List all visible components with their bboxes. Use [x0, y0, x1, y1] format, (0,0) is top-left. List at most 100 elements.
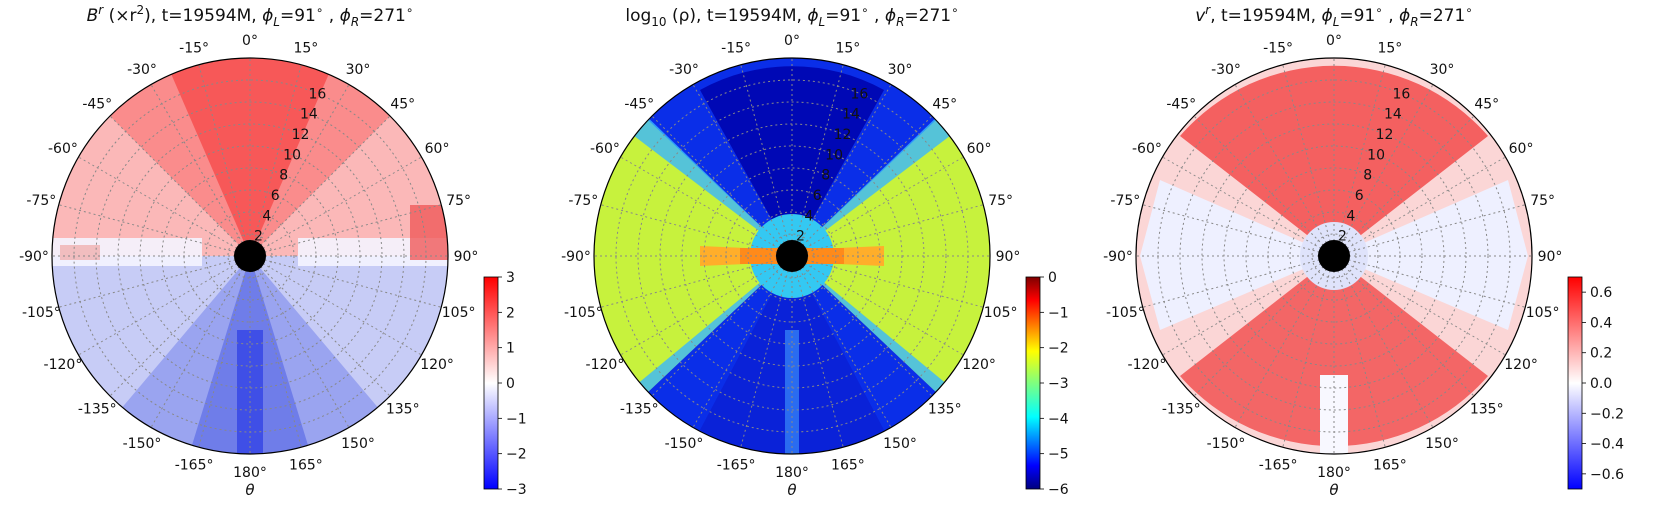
panel-br-theta-tick-20: -60° [48, 141, 78, 157]
panel-br-r-tick-1: 4 [262, 208, 271, 224]
panel-br-theta-grid-17 [58, 255, 251, 308]
panel-vr-grid [1136, 58, 1532, 454]
panel-vr-r-tick-6: 14 [1384, 107, 1402, 123]
panel-rho-r-grid-1 [747, 211, 837, 301]
panel-vr-theta-grid-11 [1333, 255, 1386, 448]
panel-rho-theta-tick-19: -75° [568, 193, 598, 209]
panel-vr-r-tick-3: 8 [1363, 168, 1372, 184]
panel-rho-r-grid-3 [703, 167, 881, 345]
panel-rho-r-tick-4: 10 [825, 147, 843, 163]
panel-br-r-grid-6 [95, 101, 405, 411]
panel-br-r-tick-5: 12 [292, 127, 310, 143]
panel-vr-theta-tick-2: 30° [1430, 62, 1455, 78]
panel-rho-theta-tick-5: 75° [988, 193, 1013, 209]
panel-br-theta-tick-11: 165° [289, 458, 323, 474]
panel-vr-theta-grid-14 [1234, 255, 1335, 428]
panel-rho-colorbar: 0 −1 −2 −3 −4 −5 −6 [1025, 270, 1069, 498]
panel-vr: vr, t=19594M, ϕL=91∘ , ϕR=271∘ 0° 15° 30° 4… [1103, 3, 1624, 499]
panel-br-theta-grid-8 [249, 255, 422, 356]
panel-br-r-tick-3: 8 [279, 168, 288, 184]
panel-rho-theta-grid-4 [791, 156, 964, 257]
panel-br-r-tick-0: 2 [254, 229, 263, 245]
panel-br-theta-grid-5 [249, 204, 442, 257]
panel-rho-r-tick-6: 14 [842, 107, 860, 123]
panel-rho-theta-tick-9: 135° [928, 402, 962, 418]
panel-rho-r-ticks: 2 46 8 10 12 14 16 [796, 86, 868, 244]
panel-rho-theta-grid-22 [692, 84, 793, 257]
panel-br-theta-tick-13: -165° [175, 458, 214, 474]
panel-br-r-grid-3 [161, 167, 339, 345]
panel-vr-colorbar-tick-3: 0.0 [1590, 376, 1612, 392]
panel-br-theta-grid-3 [249, 115, 391, 257]
panel-rho-colorbar-tick-5: −5 [1048, 447, 1069, 463]
panel-rho-theta-tick-1: 15° [835, 40, 860, 56]
panel-vr-colorbar-tick-4: −0.2 [1590, 406, 1624, 422]
panel-br-theta-tick-16: -120° [44, 357, 83, 373]
panel-br-theta-tick-12: 180° [233, 465, 267, 481]
panel-vr-theta-grid-13 [1282, 255, 1335, 448]
panel-vr-theta-tick-16: -120° [1128, 357, 1167, 373]
panel-rho-theta-tick-18: -90° [561, 249, 591, 265]
panel-rho-theta-grid-19 [600, 204, 793, 257]
panel-vr-colorbar: 0.6 0.4 0.2 0.0 −0.2 −0.4 −0.6 [1567, 276, 1624, 490]
panel-rho-theta-tick-0: 0° [784, 33, 800, 49]
panel-br-theta-grid-4 [249, 156, 422, 257]
panel-rho-theta-grid-1 [791, 64, 844, 257]
panel-rho-theta-grid-8 [791, 255, 964, 356]
panel-vr-theta-tick-14: -150° [1207, 436, 1246, 452]
panel-rho-theta-tick-10: 150° [883, 436, 917, 452]
panel-br-theta-tick-18: -90° [19, 249, 49, 265]
panel-br-theta-tick-4: 60° [425, 141, 450, 157]
panel-br-theta-tick-9: 135° [386, 402, 420, 418]
panel-br-colorbar-tick-3: 0 [506, 376, 515, 392]
panel-rho-theta-grid-16 [620, 255, 793, 356]
panel-vr-theta-grid-10 [1333, 255, 1434, 428]
panel-br-theta-tick-1: 15° [293, 40, 318, 56]
panel-vr-r-tick-1: 4 [1346, 208, 1355, 224]
panel-br-theta-grid-19 [58, 204, 251, 257]
panel-br-theta-grid-16 [78, 255, 251, 356]
panel-rho-theta-grid-5 [791, 204, 984, 257]
panel-rho-theta-tick-23: -15° [721, 40, 751, 56]
panel-rho-theta-tick-6: 90° [996, 249, 1021, 265]
panel-vr-r-tick-2: 6 [1355, 188, 1364, 204]
panel-br-theta-tick-22: -30° [127, 62, 157, 78]
panel-rho-title: log10 (ρ), t=19594M, ϕL=91∘ , ϕR=271∘ [625, 3, 958, 29]
panel-rho-colorbar-scale [1025, 276, 1041, 490]
panel-rho-theta-tick-11: 165° [831, 458, 865, 474]
panel-rho-colorbar-tick-2: −2 [1048, 341, 1069, 357]
panel-rho-colorbar-tick-3: −3 [1048, 376, 1069, 392]
panel-rho-r-tick-1: 4 [804, 208, 813, 224]
panel-vr-colorbar-tick-6: −0.6 [1590, 467, 1624, 483]
panel-br-theta-tick-5: 75° [446, 193, 471, 209]
panel-rho-grid [594, 58, 990, 454]
panel-rho-theta-tick-14: -150° [665, 436, 704, 452]
panel-rho-theta-grid-10 [791, 255, 892, 428]
panel-vr-r-grid-6 [1179, 101, 1489, 411]
panel-vr-theta-tick-19: -75° [1110, 193, 1140, 209]
panel-rho-theta-tick-8: 120° [962, 357, 996, 373]
panel-rho-theta-tick-12: 180° [775, 465, 809, 481]
panel-vr-r-ticks: 2 46 8 10 12 14 16 [1338, 86, 1410, 244]
panel-vr-theta-grid-2 [1333, 84, 1434, 257]
panel-br-title: Br (×r2), t=19594M, ϕL=91∘ , ϕR=271∘ [87, 3, 414, 29]
panel-br-theta-grid-13 [198, 255, 251, 448]
panel-vr-theta-grid-4 [1333, 156, 1506, 257]
panel-vr-colorbar-scale [1567, 276, 1583, 490]
panel-br-theta-tick-17: -105° [22, 305, 61, 321]
panel-vr-theta-tick-8: 120° [1504, 357, 1538, 373]
panel-vr-xlabel: θ [1329, 481, 1338, 499]
panel-rho-theta-tick-22: -30° [669, 62, 699, 78]
panel-br-colorbar-tick-2: 1 [506, 341, 515, 357]
panel-br-theta-grid-9 [249, 255, 391, 397]
panel-br-theta-tick-0: 0° [242, 33, 258, 49]
panel-vr-theta-grid-20 [1162, 156, 1335, 257]
panel-br-frame [51, 57, 449, 455]
panel-vr-theta-tick-11: 165° [1373, 458, 1407, 474]
panel-br-theta-tick-6: 90° [454, 249, 479, 265]
panel-rho-theta-tick-4: 60° [967, 141, 992, 157]
panel-br-theta-tick-19: -75° [26, 193, 56, 209]
panel-rho-theta-tick-21: -45° [624, 96, 654, 112]
panel-br-theta-grid-11 [249, 255, 302, 448]
panel-br-theta-grid-1 [249, 64, 302, 257]
